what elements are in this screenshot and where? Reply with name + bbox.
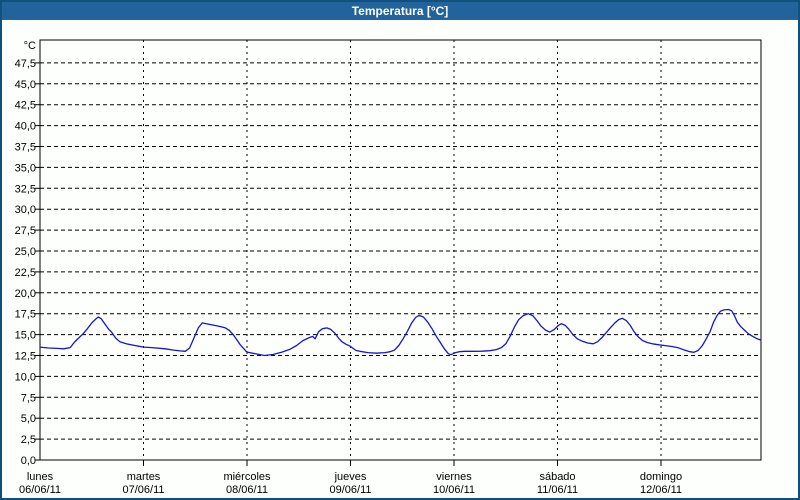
x-date-label: 08/06/11 <box>226 484 268 496</box>
x-date-label: 11/06/11 <box>537 484 578 496</box>
x-day-label: lunes <box>27 471 54 483</box>
y-axis-unit-label: °C <box>24 40 36 52</box>
y-tick-label: 45,0 <box>15 79 36 91</box>
x-day-label: jueves <box>334 471 367 483</box>
x-day-label: viernes <box>436 471 472 483</box>
y-tick-label: 17,5 <box>15 309 36 321</box>
x-day-label: domingo <box>640 471 682 483</box>
x-date-label: 10/06/11 <box>433 484 475 496</box>
y-tick-label: 40,0 <box>15 121 36 133</box>
y-tick-label: 15,0 <box>15 330 36 342</box>
y-tick-label: 2,5 <box>21 434 36 446</box>
x-day-label: sábado <box>539 471 575 483</box>
y-tick-label: 42,5 <box>15 100 36 112</box>
y-tick-label: 37,5 <box>15 142 36 154</box>
y-tick-label: 12,5 <box>15 351 36 363</box>
y-tick-label: 32,5 <box>15 183 36 195</box>
y-tick-label: 35,0 <box>15 162 36 174</box>
window-titlebar: Temperatura [°C] <box>2 2 798 20</box>
x-date-label: 09/06/11 <box>329 484 371 496</box>
y-tick-label: 25,0 <box>15 246 36 258</box>
y-tick-label: 5,0 <box>21 413 36 425</box>
window-title: Temperatura [°C] <box>351 4 449 18</box>
y-tick-label: 27,5 <box>15 225 36 237</box>
x-day-label: martes <box>127 471 161 483</box>
x-date-label: 07/06/11 <box>122 484 164 496</box>
y-tick-label: 10,0 <box>15 371 36 383</box>
y-tick-label: 20,0 <box>15 288 36 300</box>
y-tick-label: 30,0 <box>15 204 36 216</box>
x-date-label: 12/06/11 <box>640 484 682 496</box>
chart-area: 0,0 2,5 5,0 7,5 10,0 12,5 15,0 17,5 20,0 22,5 25,0… <box>2 20 798 498</box>
y-tick-label: 7,5 <box>21 392 36 404</box>
temperature-chart: 0,0 2,5 5,0 7,5 10,0 12,5 15,0 17,5 20,0 22,5 25,0… <box>15 39 762 496</box>
x-date-label: 06/06/11 <box>19 484 61 496</box>
x-day-label: miércoles <box>223 471 271 483</box>
y-tick-label: 47,5 <box>15 58 36 70</box>
plot-border <box>39 39 762 461</box>
y-tick-label: 22,5 <box>15 267 36 279</box>
y-tick-label: 0,0 <box>21 455 36 467</box>
temperature-line <box>39 308 762 357</box>
